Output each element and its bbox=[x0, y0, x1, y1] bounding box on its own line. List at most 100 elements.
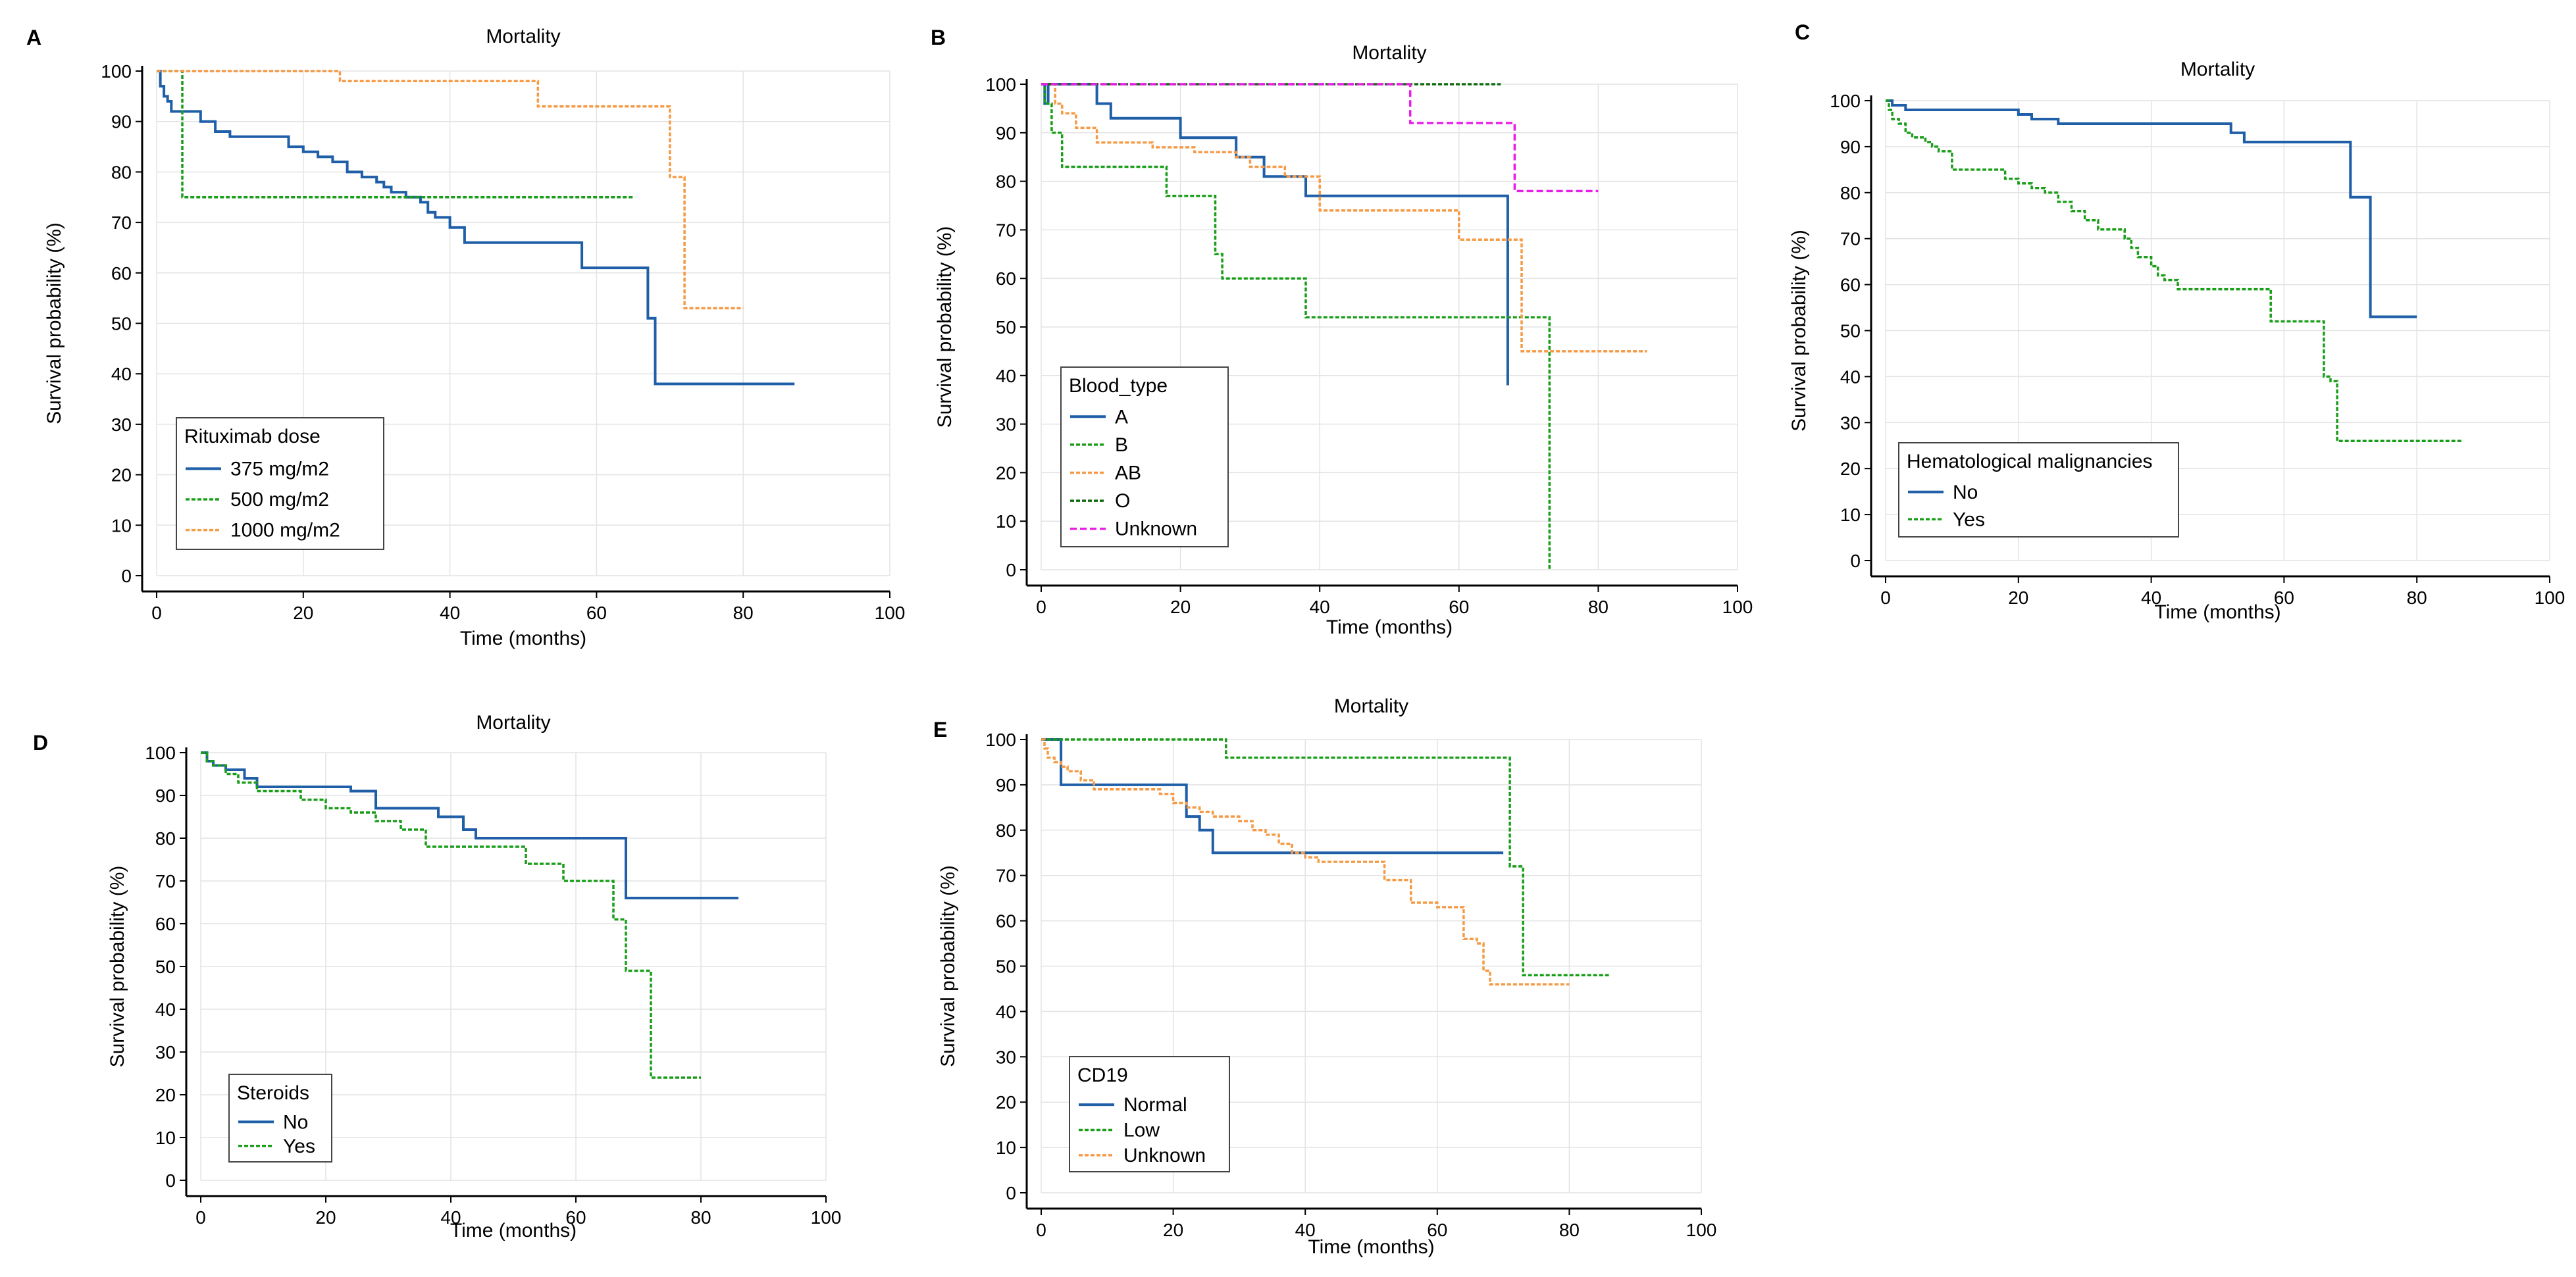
series-line-b bbox=[1041, 83, 1551, 570]
x-tick-label: 100 bbox=[811, 1207, 842, 1228]
y-tick-label: 50 bbox=[996, 317, 1016, 338]
y-tick-label: 20 bbox=[1840, 459, 1861, 479]
x-tick-label: 100 bbox=[2535, 588, 2565, 608]
y-tick-label: 10 bbox=[155, 1128, 176, 1148]
y-tick-label: 0 bbox=[1850, 551, 1861, 571]
series-line-low bbox=[1041, 738, 1609, 977]
x-tick-label: 0 bbox=[151, 603, 162, 623]
y-tick-label: 90 bbox=[155, 786, 176, 806]
legend-label: Low bbox=[1123, 1120, 1160, 1141]
y-tick-label: 40 bbox=[111, 364, 132, 384]
x-tick-label: 80 bbox=[1559, 1220, 1580, 1240]
y-tick-label: 90 bbox=[996, 123, 1016, 143]
y-tick-label: 90 bbox=[111, 112, 132, 132]
panel-letter: C bbox=[1795, 20, 1810, 44]
legend: Steroids No Yes bbox=[228, 1074, 332, 1163]
x-tick-label: 0 bbox=[1880, 588, 1891, 608]
y-tick-label: 30 bbox=[996, 1047, 1016, 1067]
y-tick-label: 10 bbox=[996, 1138, 1016, 1158]
legend-label: 500 mg/m2 bbox=[230, 489, 329, 511]
legend-box bbox=[1898, 442, 2179, 538]
chart-title: Mortality bbox=[476, 712, 550, 734]
y-tick-label: 20 bbox=[111, 465, 132, 486]
y-tick-label: 30 bbox=[111, 414, 132, 435]
y-tick-label: 10 bbox=[1840, 505, 1861, 525]
x-tick-label: 100 bbox=[875, 603, 906, 623]
x-tick-label: 60 bbox=[2274, 588, 2294, 608]
y-tick-label: 60 bbox=[111, 263, 132, 284]
y-tick-label: 40 bbox=[996, 366, 1016, 386]
x-axis-label: Time (months) bbox=[1308, 1236, 1434, 1258]
y-tick-label: 10 bbox=[996, 511, 1016, 532]
legend-box bbox=[1060, 366, 1229, 547]
legend: Hematological malignancies No Yes bbox=[1898, 442, 2179, 538]
legend-label: O bbox=[1115, 490, 1130, 512]
legend-label: No bbox=[1953, 482, 1978, 503]
legend-label: 1000 mg/m2 bbox=[230, 520, 340, 541]
y-tick-label: 50 bbox=[1840, 321, 1861, 341]
y-axis-label: Survival probability (%) bbox=[107, 866, 128, 1068]
x-tick-label: 40 bbox=[440, 603, 460, 623]
x-axis-label: Time (months) bbox=[460, 628, 586, 649]
x-tick-label: 80 bbox=[733, 603, 754, 623]
x-tick-label: 0 bbox=[1036, 1220, 1046, 1240]
y-tick-label: 70 bbox=[111, 213, 132, 233]
x-tick-label: 60 bbox=[1449, 597, 1469, 617]
x-tick-label: 80 bbox=[690, 1207, 711, 1228]
y-tick-label: 100 bbox=[985, 730, 1016, 750]
y-tick-label: 10 bbox=[111, 515, 132, 536]
series-line-a bbox=[1041, 83, 1509, 386]
legend-box bbox=[1069, 1056, 1230, 1172]
y-tick-label: 100 bbox=[1830, 91, 1861, 111]
x-axis-label: Time (months) bbox=[2154, 601, 2280, 623]
x-tick-label: 40 bbox=[2141, 588, 2161, 608]
x-tick-label: 0 bbox=[195, 1207, 206, 1228]
panel-letter: E bbox=[933, 718, 947, 741]
y-tick-label: 40 bbox=[996, 1001, 1016, 1022]
panel-e: E Mortality 0 20 40 60 80 100 0 10 20 30 40 50 60 70 80 9… bbox=[933, 695, 1716, 1258]
legend-label: A bbox=[1115, 406, 1128, 428]
x-axis-label: Time (months) bbox=[1326, 616, 1453, 638]
legend-label: Unknown bbox=[1115, 518, 1197, 540]
legend: Rituximab dose 375 mg/m2 500 mg/m2 1000 mg/… bbox=[176, 417, 384, 550]
x-tick-label: 40 bbox=[1310, 597, 1330, 617]
y-tick-label: 0 bbox=[1006, 1183, 1016, 1203]
chart-title: Mortality bbox=[1334, 695, 1408, 717]
legend-label: AB bbox=[1115, 463, 1141, 484]
y-tick-label: 60 bbox=[996, 268, 1016, 289]
y-tick-label: 80 bbox=[1840, 183, 1861, 203]
y-tick-label: 20 bbox=[155, 1085, 176, 1105]
chart-title: Mortality bbox=[2180, 59, 2255, 80]
y-tick-label: 80 bbox=[111, 162, 132, 182]
y-tick-label: 30 bbox=[1840, 413, 1861, 433]
series-line-yes bbox=[1886, 99, 2463, 443]
y-tick-label: 100 bbox=[985, 74, 1016, 95]
legend-title: Blood_type bbox=[1069, 375, 1168, 397]
y-tick-label: 70 bbox=[996, 220, 1016, 240]
panel-letter: D bbox=[33, 731, 48, 755]
series-line-1000-mg-m2 bbox=[157, 70, 744, 310]
legend-title: Steroids bbox=[237, 1082, 309, 1104]
legend-label: B bbox=[1115, 434, 1128, 456]
x-tick-label: 60 bbox=[565, 1207, 586, 1228]
legend-label: Yes bbox=[1953, 509, 1985, 530]
series-line-375-mg-m2 bbox=[157, 70, 795, 386]
y-tick-label: 0 bbox=[165, 1170, 176, 1191]
panel-a: A Mortality 0 20 40 60 80 100 0 10 20 30 40 50 60 70 80 9… bbox=[26, 26, 905, 649]
y-tick-label: 30 bbox=[996, 414, 1016, 435]
x-tick-label: 60 bbox=[1427, 1220, 1447, 1240]
y-tick-label: 70 bbox=[155, 871, 176, 891]
legend-box bbox=[176, 417, 384, 550]
panel-d: D Mortality 0 20 40 60 80 100 0 10 20 30 40 50 60 70 80 9… bbox=[33, 712, 841, 1241]
chart-title: Mortality bbox=[1352, 42, 1426, 64]
y-tick-label: 90 bbox=[996, 775, 1016, 795]
y-tick-label: 0 bbox=[121, 566, 132, 586]
y-tick-label: 20 bbox=[996, 463, 1016, 483]
y-axis-label: Survival probability (%) bbox=[934, 226, 956, 428]
y-tick-label: 30 bbox=[155, 1042, 176, 1063]
x-tick-label: 20 bbox=[2008, 588, 2028, 608]
series-line-no bbox=[1886, 99, 2417, 318]
x-tick-label: 80 bbox=[1588, 597, 1609, 617]
series-line-unknown bbox=[1041, 738, 1570, 986]
